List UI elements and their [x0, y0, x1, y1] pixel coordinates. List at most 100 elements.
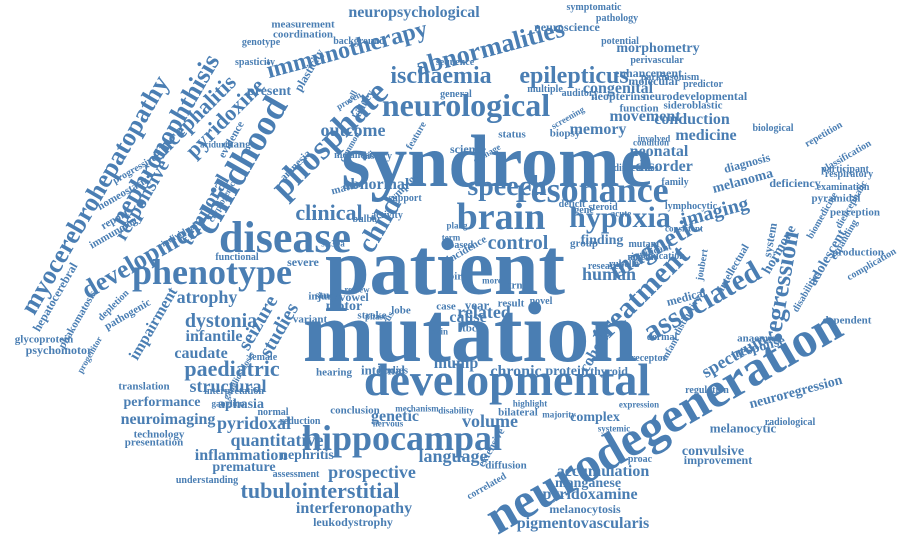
word-function: function [619, 102, 659, 115]
word-finding: finding [580, 233, 624, 248]
word-study: study [315, 289, 341, 302]
word-spasticity: spasticity [235, 57, 275, 68]
word-impairment: impairment [125, 284, 182, 364]
word-expression: expression [618, 399, 660, 410]
word-improvement: improvement [683, 453, 753, 467]
word-developmental: developmental [363, 354, 651, 405]
word-structural: structural [189, 376, 267, 396]
word-rubella: rubella [608, 259, 640, 270]
word-result: result [497, 297, 525, 310]
word-proac: proac [627, 454, 653, 465]
word-hearing: hearing [315, 366, 353, 379]
word-neurological: neurological [381, 87, 551, 123]
word-memory: memory [569, 121, 627, 138]
word-consistent: consistent [665, 223, 703, 234]
word-leukodystrophy: leukodystrophy [313, 515, 393, 529]
word-predictor: predictor [683, 79, 723, 90]
word-caudate: caudate [174, 345, 228, 362]
word-phenotype: phenotype [131, 252, 293, 292]
word-activity: activity [371, 210, 403, 221]
word-repetition: repetition [803, 119, 845, 150]
word-vowel: vowel [339, 290, 369, 304]
word-difficulties: difficulties [613, 163, 659, 174]
word-stroke: stroke [357, 309, 387, 322]
word-based: based [448, 240, 474, 251]
word-melanosis: melanosis [334, 150, 376, 161]
word-abnormal: abnormal [342, 176, 410, 193]
word-enhancement: enhancement [614, 66, 682, 80]
word-disorder: disorder [635, 158, 693, 175]
word-quantitative: quantitative [230, 430, 324, 450]
word-infantile: infantile [185, 328, 243, 345]
word-assessment: assessment [272, 469, 320, 480]
word-pyridoxal: pyridoxal [216, 413, 292, 433]
word-chronic: chronic [490, 363, 542, 380]
word-morphometry: morphometry [616, 41, 700, 56]
word-inflammation: inflammation [194, 447, 288, 464]
word-potential: potential [601, 36, 639, 47]
word-epilepticus: epilepticus [519, 63, 629, 89]
word-speech: speech [467, 171, 547, 202]
word-melanocytic: melanocytic [709, 420, 777, 436]
word-highlight: highlight [512, 398, 548, 409]
word-dependent: dependent [822, 314, 872, 327]
word-auditory: auditory [561, 88, 599, 99]
word-present: present [246, 84, 292, 99]
word-education: education [643, 251, 685, 262]
word-glycoprotein: glycoprotein [14, 333, 74, 346]
word-perception: perception [830, 206, 880, 219]
word-majority: majority [542, 409, 576, 420]
word-pathology: pathology [595, 13, 639, 24]
word-deficiency: deficiency [769, 176, 821, 190]
word-protein: protein [545, 364, 589, 379]
word-bilateral: bilateral [498, 406, 538, 419]
word-pla2g: pla2g [446, 220, 468, 231]
word-group: group [570, 237, 598, 250]
word-nervous: nervous [372, 418, 404, 429]
word-motor: motor [325, 299, 363, 314]
word-pyridoxamine: pyridoxamine [542, 486, 638, 503]
word-science: science [450, 142, 486, 156]
word-neurodevelopmental: neurodevelopmental [642, 89, 748, 103]
word-patient: patient [325, 224, 565, 312]
word-internal: internal [360, 362, 406, 378]
word-symptomatic: symptomatic [566, 2, 622, 13]
word-measurement: measurement [271, 18, 335, 31]
word-presentation: presentation [124, 436, 184, 449]
word-functional: functional [215, 252, 259, 263]
word-coordination: coordination [273, 28, 333, 41]
word-respiratory: respiratory [824, 169, 874, 180]
word-performance: performance [123, 395, 201, 410]
word-injury: injury [308, 290, 338, 303]
word-biological: biological [752, 123, 794, 134]
word-cause: cause [449, 309, 487, 326]
word-lobe: lobe [391, 304, 411, 317]
word-neopterins: neopterins [591, 89, 645, 103]
word-complex: complex [570, 410, 620, 425]
word-atrophy: atrophy [176, 287, 238, 307]
word-reduction: reduction [279, 416, 321, 427]
word-language: language [418, 446, 488, 466]
word-pyramidal: pyramidal [811, 192, 861, 205]
word-prospective: prospective [328, 462, 416, 482]
word-neuroimaging: neuroimaging [120, 411, 216, 428]
word-slc39a: slc39a [321, 238, 345, 249]
word-review: review [344, 284, 370, 295]
word-skin: skin [431, 326, 449, 337]
word-psychomotor: psychomotor [25, 343, 93, 357]
word-more: more [482, 275, 502, 286]
word-pigmentovascularis: pigmentovascularis [516, 515, 650, 532]
word-aciduria: aciduria [199, 139, 233, 150]
word-condition: condition [632, 137, 670, 148]
word-understanding: understanding [175, 475, 239, 486]
word-diffusion: diffusion [485, 459, 527, 472]
word-mutation: mutation [302, 284, 638, 380]
word-accumulation: accumulation [556, 463, 650, 480]
word-bodies: bodies [378, 364, 408, 377]
word-manganese: manganese [554, 476, 622, 491]
word-dermal: dermal [646, 332, 678, 343]
word-conduction: conduction [654, 111, 730, 128]
word-deficit: deficit [558, 199, 586, 210]
word-general: general [440, 89, 472, 100]
word-thyroid: thyroid [590, 364, 628, 378]
